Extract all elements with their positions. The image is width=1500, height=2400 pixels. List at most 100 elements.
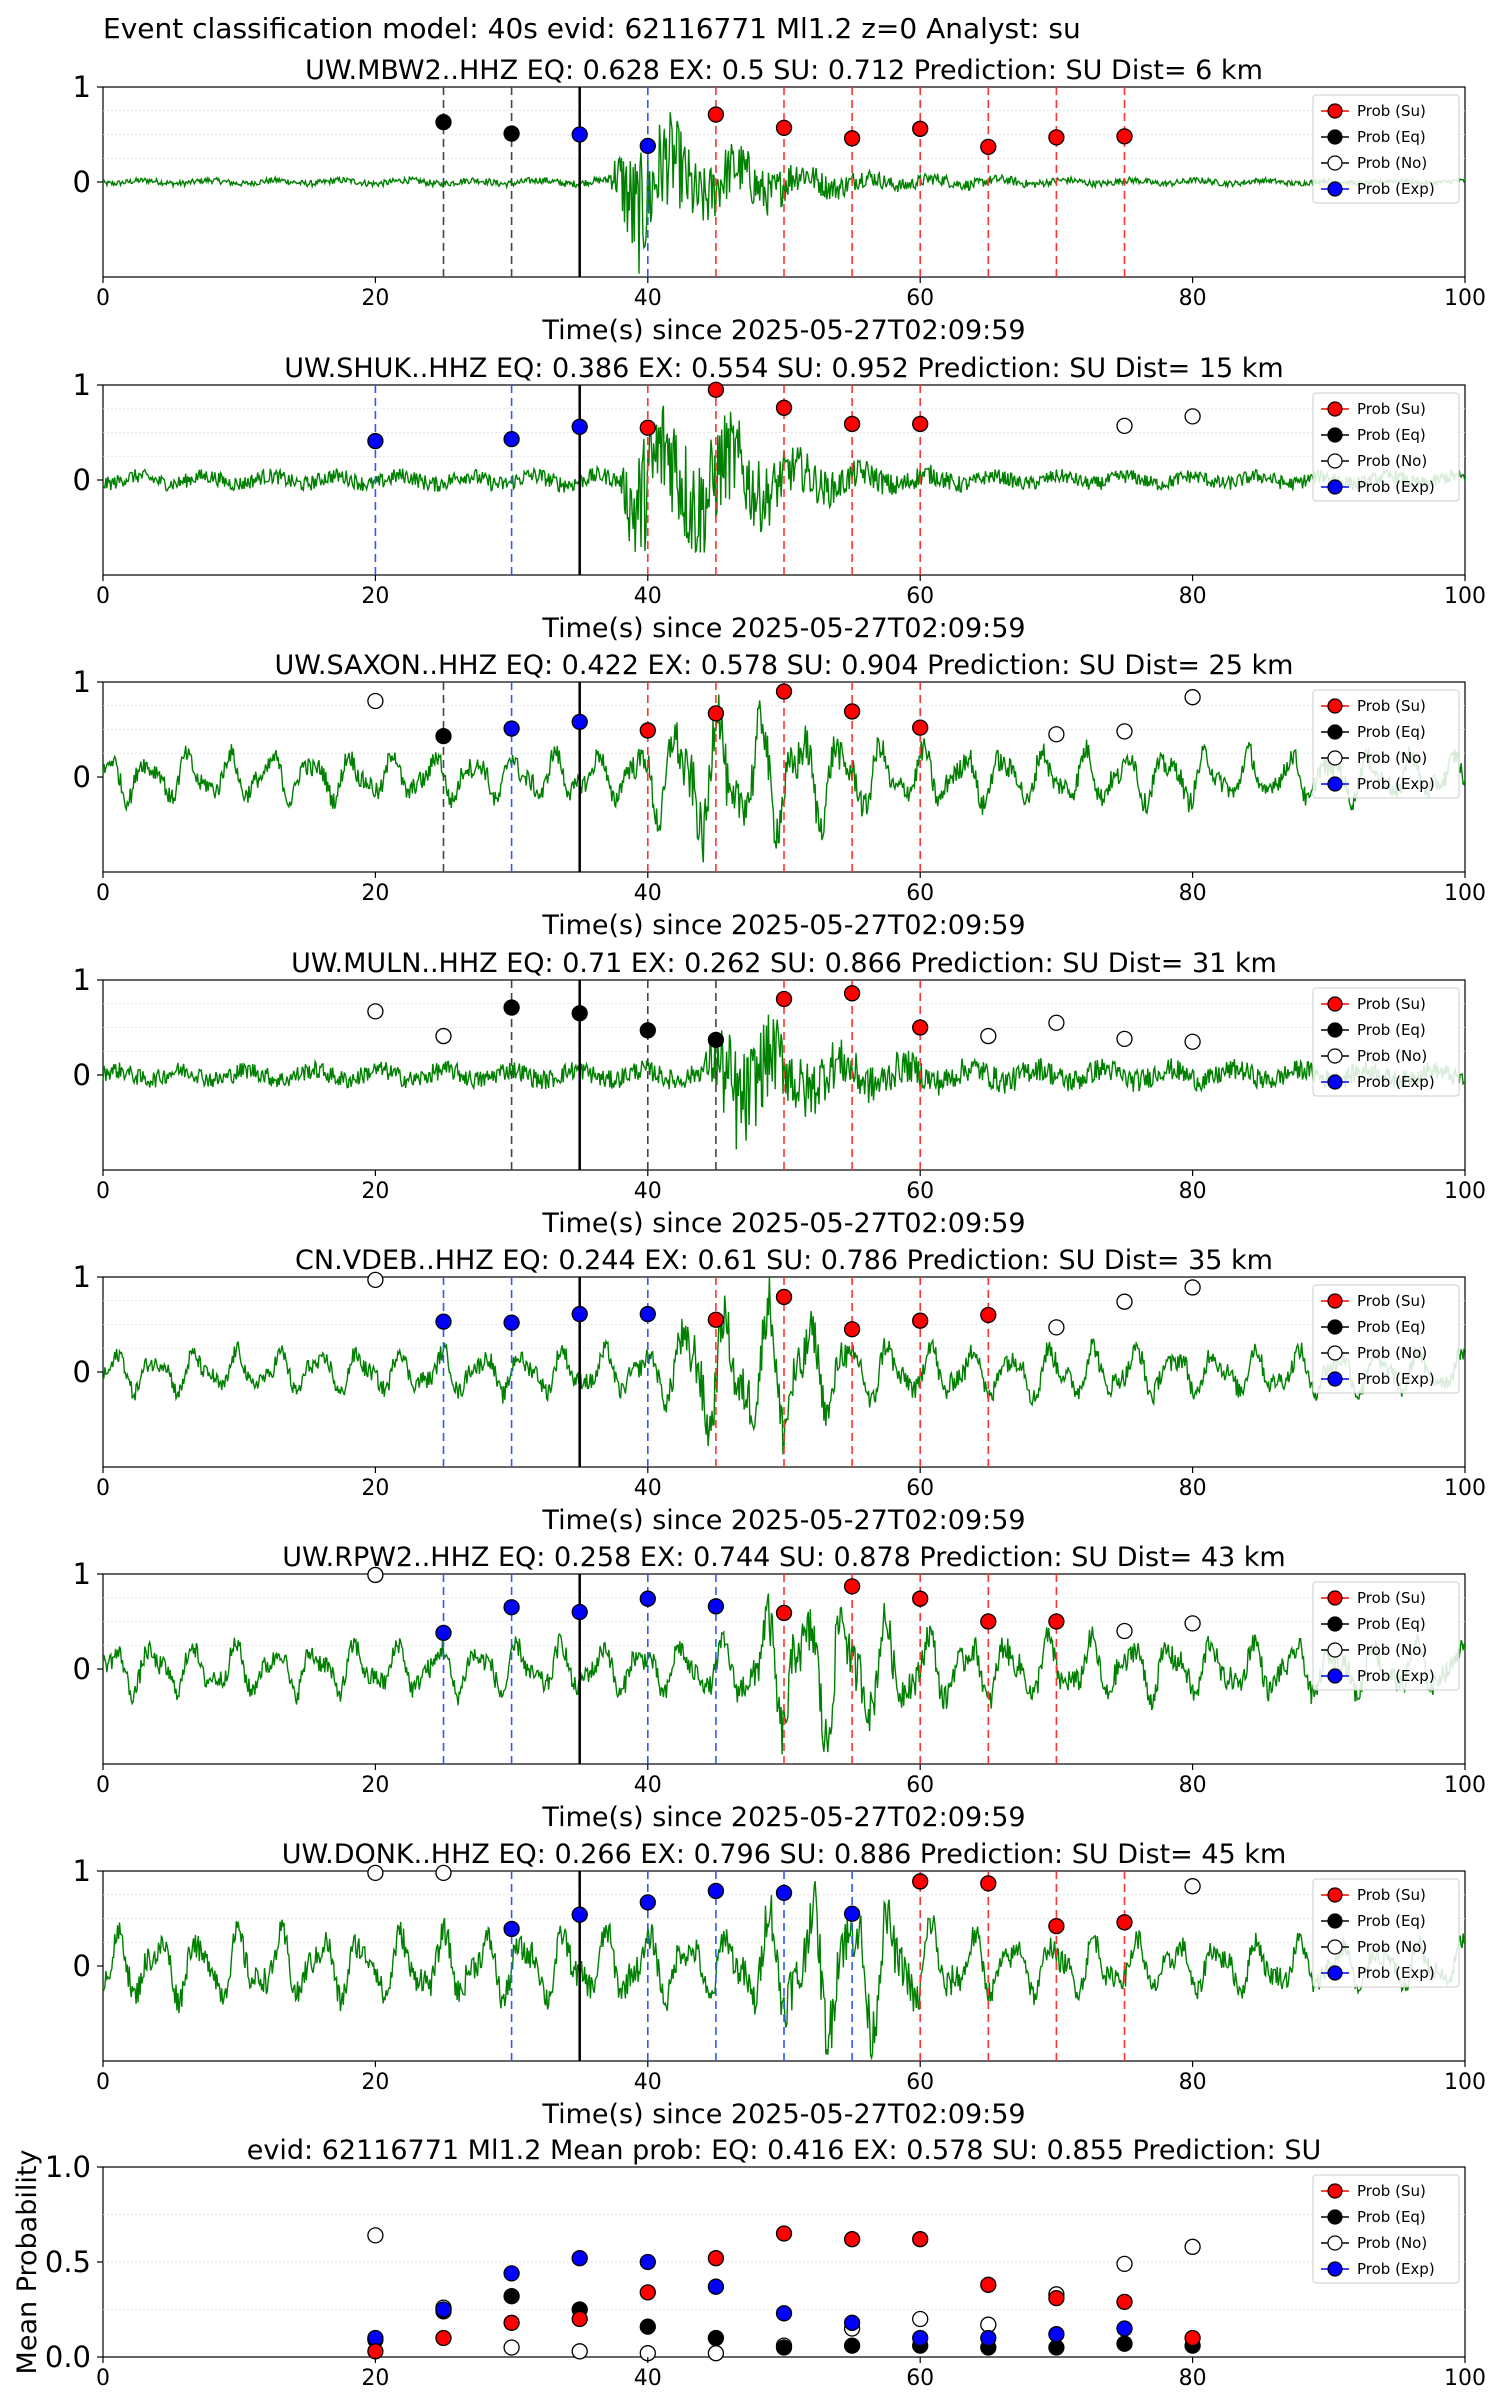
point-su bbox=[1116, 2293, 1133, 2311]
point-exp bbox=[912, 2329, 929, 2347]
x-tick-label: 0 bbox=[96, 1773, 110, 1798]
legend-box bbox=[1312, 2174, 1460, 2284]
point-no bbox=[1184, 1878, 1201, 1895]
point-no bbox=[1116, 1622, 1133, 1640]
legend-box bbox=[1312, 94, 1460, 204]
legend-marker-exp bbox=[1327, 2261, 1343, 2277]
point-su bbox=[980, 2276, 997, 2293]
legend: Prob (Su) Prob (Eq) Prob (No) Prob (Exp) bbox=[1312, 94, 1460, 204]
point-su bbox=[1048, 1917, 1065, 1935]
x-tick-label: 100 bbox=[1444, 1476, 1486, 1501]
point-no bbox=[1116, 1030, 1133, 1048]
y-tick-label: 1.0 bbox=[45, 2150, 91, 2184]
x-tick-label: 80 bbox=[1179, 2366, 1207, 2391]
legend-label-no: Prob (No) bbox=[1357, 154, 1427, 172]
legend-label-no: Prob (No) bbox=[1357, 1938, 1427, 1956]
legend-label-su: Prob (Su) bbox=[1357, 102, 1426, 120]
legend-marker-exp bbox=[1327, 1074, 1343, 1090]
point-exp bbox=[503, 430, 520, 448]
figure-suptitle: Event classification model: 40s evid: 62… bbox=[103, 12, 1081, 45]
point-su bbox=[1048, 2289, 1065, 2307]
legend-label-exp: Prob (Exp) bbox=[1357, 1667, 1435, 1685]
point-su bbox=[775, 399, 793, 416]
point-exp bbox=[639, 1590, 656, 1607]
point-exp bbox=[503, 2265, 520, 2282]
x-tick-label: 40 bbox=[634, 1773, 662, 1798]
legend-box bbox=[1312, 392, 1460, 502]
legend-marker-eq bbox=[1327, 1616, 1343, 1632]
chart-panel-5: CN.VDEB..HHZ EQ: 0.244 EX: 0.61 SU: 0.78… bbox=[73, 1245, 1486, 1536]
y-tick-label: 0 bbox=[73, 165, 91, 199]
point-no bbox=[367, 1566, 384, 1584]
point-su bbox=[912, 1873, 929, 1890]
point-exp bbox=[775, 1884, 793, 1901]
x-tick-label: 60 bbox=[906, 2366, 934, 2391]
x-tick-label: 20 bbox=[361, 1476, 389, 1501]
point-exp bbox=[639, 137, 656, 155]
legend-label-eq: Prob (Eq) bbox=[1357, 426, 1426, 444]
chart-panel-2: UW.SHUK..HHZ EQ: 0.386 EX: 0.554 SU: 0.9… bbox=[73, 353, 1486, 644]
x-tick-label: 0 bbox=[96, 584, 110, 609]
x-tick-label: 20 bbox=[361, 881, 389, 906]
y-tick-label: 1 bbox=[73, 665, 91, 699]
point-eq bbox=[571, 1005, 588, 1022]
x-axis-label: Time(s) since 2025-05-27T02:09:59 bbox=[541, 1505, 1025, 1536]
x-axis-label: Time(s) since 2025-05-27T02:09:59 bbox=[541, 315, 1025, 346]
legend-label-su: Prob (Su) bbox=[1357, 2182, 1426, 2200]
legend-label-su: Prob (Su) bbox=[1357, 400, 1426, 418]
point-exp bbox=[503, 1599, 520, 1616]
x-tick-label: 60 bbox=[906, 1476, 934, 1501]
legend-label-exp: Prob (Exp) bbox=[1357, 478, 1435, 496]
panel-title: UW.DONK..HHZ EQ: 0.266 EX: 0.796 SU: 0.8… bbox=[282, 1839, 1287, 1870]
x-tick-label: 40 bbox=[634, 881, 662, 906]
legend-label-no: Prob (No) bbox=[1357, 749, 1427, 767]
point-no bbox=[435, 1027, 452, 1045]
x-tick-label: 80 bbox=[1179, 584, 1207, 609]
legend-box bbox=[1312, 1581, 1460, 1691]
x-tick-label: 100 bbox=[1444, 2366, 1486, 2391]
x-axis-label: Time(s) since 2025-05-27T02:09:59 bbox=[541, 2099, 1025, 2130]
point-no bbox=[1184, 1615, 1201, 1632]
y-tick-label: 0 bbox=[73, 760, 91, 794]
legend-label-eq: Prob (Eq) bbox=[1357, 1318, 1426, 1336]
x-tick-label: 60 bbox=[906, 2070, 934, 2095]
legend-marker-exp bbox=[1327, 479, 1343, 495]
legend: Prob (Su) Prob (Eq) Prob (No) Prob (Exp) bbox=[1312, 987, 1460, 1097]
legend-marker-exp bbox=[1327, 776, 1343, 792]
point-exp bbox=[843, 1905, 861, 1922]
point-no bbox=[367, 2227, 384, 2244]
legend-label-exp: Prob (Exp) bbox=[1357, 1964, 1435, 1982]
panel-title: UW.SAXON..HHZ EQ: 0.422 EX: 0.578 SU: 0.… bbox=[275, 650, 1294, 681]
point-exp bbox=[980, 2329, 997, 2347]
legend: Prob (Su) Prob (Eq) Prob (No) Prob (Exp) bbox=[1312, 1581, 1460, 1691]
y-tick-label: 0 bbox=[73, 1355, 91, 1389]
legend-marker-eq bbox=[1327, 2209, 1343, 2225]
x-tick-label: 40 bbox=[634, 1179, 662, 1204]
chart-panel-6: UW.RPW2..HHZ EQ: 0.258 EX: 0.744 SU: 0.8… bbox=[73, 1542, 1486, 1833]
legend-label-su: Prob (Su) bbox=[1357, 1292, 1426, 1310]
x-tick-label: 60 bbox=[906, 1179, 934, 1204]
legend-marker-no bbox=[1327, 1048, 1343, 1064]
point-su bbox=[775, 1288, 793, 1306]
legend-marker-eq bbox=[1327, 1913, 1343, 1929]
x-tick-label: 20 bbox=[361, 1179, 389, 1204]
point-su bbox=[775, 119, 793, 136]
legend-marker-exp bbox=[1327, 181, 1343, 197]
x-tick-label: 40 bbox=[634, 584, 662, 609]
legend-marker-eq bbox=[1327, 724, 1343, 740]
legend-marker-exp bbox=[1327, 1371, 1343, 1387]
x-tick-label: 60 bbox=[906, 1773, 934, 1798]
point-exp bbox=[775, 2305, 793, 2322]
point-su bbox=[843, 1321, 861, 1338]
point-exp bbox=[1116, 2320, 1133, 2337]
point-su bbox=[1048, 1613, 1065, 1630]
point-su bbox=[980, 1613, 997, 1630]
point-su bbox=[843, 2231, 861, 2248]
legend-marker-su bbox=[1327, 996, 1343, 1012]
legend-label-eq: Prob (Eq) bbox=[1357, 128, 1426, 146]
x-axis-label: Time(s) since 2025-05-27T02:09:59 bbox=[541, 613, 1025, 644]
point-su bbox=[912, 1312, 929, 1329]
point-su bbox=[707, 705, 725, 722]
point-no bbox=[1184, 689, 1201, 706]
legend-label-exp: Prob (Exp) bbox=[1357, 775, 1435, 793]
